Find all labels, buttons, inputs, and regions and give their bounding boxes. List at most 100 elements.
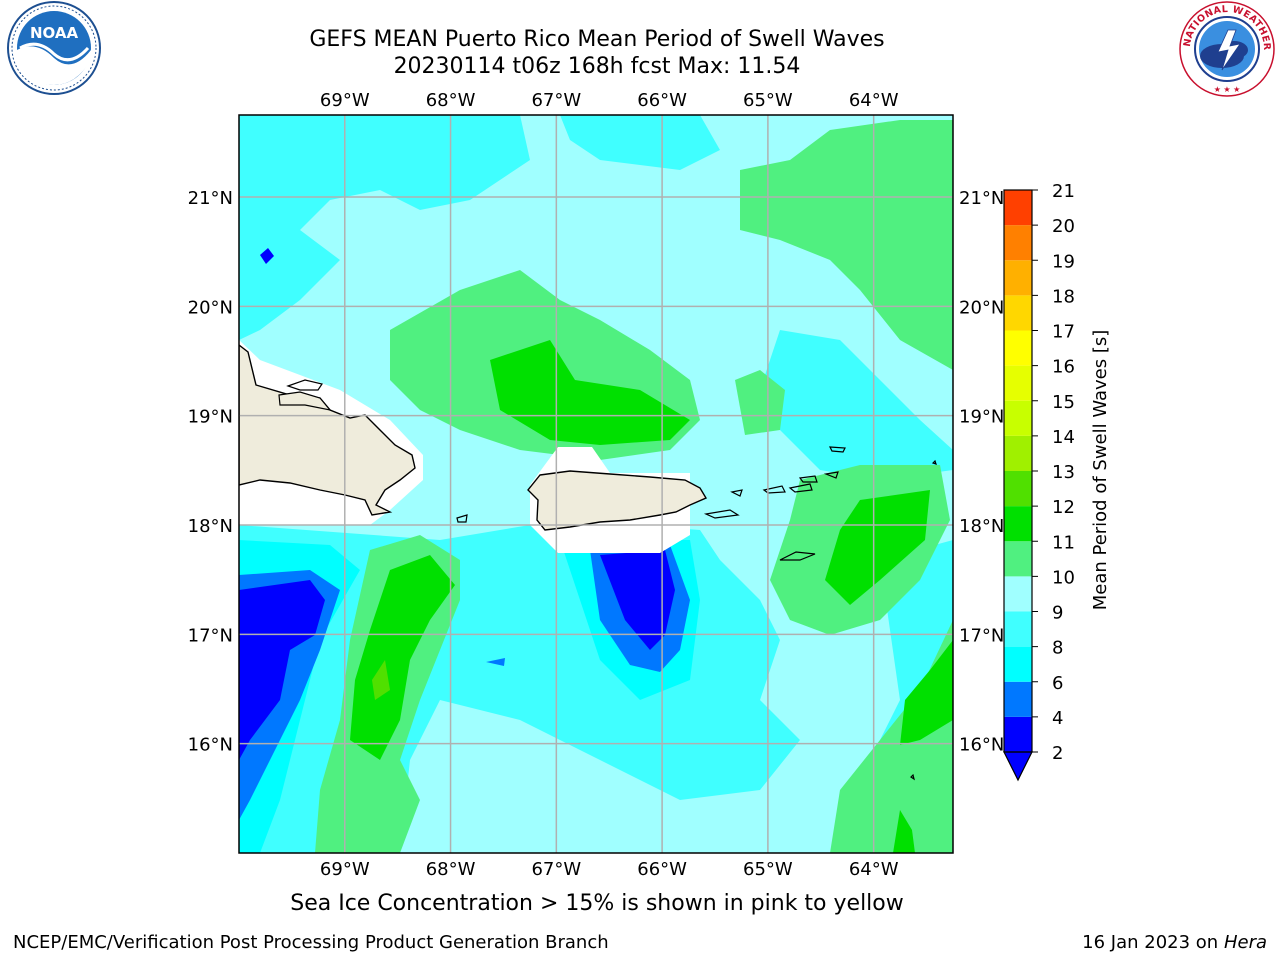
band-6-8-north-2 [560, 115, 720, 170]
land-vieques [703, 509, 740, 519]
band-9-10-ne [740, 120, 953, 370]
svg-text:★ ★ ★: ★ ★ ★ [1214, 85, 1241, 94]
lon-ticks-bottom: 69°W 68°W 67°W 66°W 65°W 64°W [320, 859, 899, 880]
colorbar-tick-label: 8 [1052, 638, 1063, 659]
colorbar-tick-label: 20 [1052, 216, 1075, 237]
lon-tick-label: 69°W [320, 90, 370, 111]
colorbar-tick-label: 2 [1052, 743, 1063, 764]
colorbar-tick-label: 11 [1052, 532, 1075, 553]
footer-host: Hera [1223, 932, 1267, 953]
lat-tick-label: 21°N [188, 188, 233, 209]
band-6-8-east [760, 330, 953, 480]
band-10-11-se [825, 490, 930, 605]
land-anegada [828, 446, 846, 453]
colorbar-tick-label: 4 [1052, 708, 1063, 729]
lat-tick-label: 19°N [188, 407, 233, 428]
colorbar-swatch [1004, 541, 1032, 577]
lat-tick-label: 20°N [188, 297, 233, 318]
noaa-logo: NOAA [7, 1, 101, 95]
forecast-info: 20230114 t06z 168h fcst Max: 11.54 [393, 54, 801, 79]
band-6-8-north [239, 115, 530, 340]
lat-tick-label: 20°N [959, 297, 1004, 318]
lon-tick-label: 65°W [743, 90, 793, 111]
lat-tick-label: 17°N [188, 625, 233, 646]
colorbar-swatch [1004, 681, 1032, 717]
lat-tick-label: 21°N [959, 188, 1004, 209]
colorbar-tick-label: 13 [1052, 462, 1075, 483]
colorbar-swatch [1004, 646, 1032, 682]
footer-date: 16 Jan 2023 on Hera [1082, 932, 1267, 953]
land-hispaniola-coast-detail [278, 391, 332, 411]
map-title: GEFS MEAN Puerto Rico Mean Period of Swe… [309, 27, 885, 52]
lon-tick-label: 68°W [426, 90, 476, 111]
colorbar: 2 4 6 8 9 10 11 12 13 14 15 16 17 18 19 20 21 [1003, 181, 1075, 782]
map-frame [238, 114, 954, 854]
colorbar-tick-label: 17 [1052, 322, 1075, 343]
colorbar-tick-label: 21 [1052, 181, 1075, 202]
lat-tick-label: 19°N [959, 407, 1004, 428]
lon-ticks-top: 69°W 68°W 67°W 66°W 65°W 64°W [320, 90, 899, 111]
lon-tick-label: 69°W [320, 859, 370, 880]
lon-tick-label: 67°W [531, 90, 581, 111]
blip-nw [260, 248, 274, 264]
lat-tick-label: 18°N [188, 516, 233, 537]
colorbar-swatch [1004, 190, 1032, 226]
footer-date-text: 16 Jan 2023 on [1082, 932, 1224, 953]
land-culebra [730, 489, 743, 497]
colorbar-tick-label: 12 [1052, 497, 1075, 518]
colorbar-label: Mean Period of Swell Waves [s] [1090, 330, 1111, 611]
colorbar-swatch [1004, 365, 1032, 401]
lon-tick-label: 64°W [849, 859, 899, 880]
lat-ticks-right: 21°N 20°N 19°N 18°N 17°N 16°N [959, 188, 1004, 756]
colorbar-tick-label: 14 [1052, 427, 1075, 448]
colorbar-tick-label: 15 [1052, 392, 1075, 413]
band-0-2-sw [239, 580, 325, 760]
band-10-11-far-se [900, 640, 953, 745]
band-0-2-south [600, 550, 675, 650]
lat-tick-label: 17°N [959, 625, 1004, 646]
lon-tick-label: 68°W [426, 859, 476, 880]
colorbar-swatch [1004, 435, 1032, 471]
lon-tick-label: 67°W [531, 859, 581, 880]
band-10-11-sw [350, 555, 455, 760]
colorbar-tick-label: 16 [1052, 357, 1075, 378]
land-st-croix [779, 551, 816, 561]
nws-logo: NATIONAL WEATHER SERVICE ★ ★ ★ [1178, 0, 1275, 97]
colorbar-swatch [1004, 330, 1032, 366]
contour-field [239, 115, 953, 853]
lon-tick-label: 65°W [743, 859, 793, 880]
footer-credit: NCEP/EMC/Verification Post Processing Pr… [13, 932, 609, 953]
land-mona-island [456, 514, 468, 523]
lat-tick-label: 16°N [188, 735, 233, 756]
colorbar-extend-min [1003, 751, 1033, 782]
band-10-11-far-se-2 [893, 810, 915, 853]
lon-tick-label: 66°W [637, 859, 687, 880]
sea-ice-note: Sea Ice Concentration > 15% is shown in … [290, 891, 904, 916]
colorbar-tick-label: 19 [1052, 251, 1075, 272]
lon-tick-label: 66°W [637, 90, 687, 111]
colorbar-tick-label: 18 [1052, 286, 1075, 307]
colorbar-swatch [1004, 611, 1032, 647]
colorbar-swatch [1004, 295, 1032, 331]
lat-tick-label: 18°N [959, 516, 1004, 537]
colorbar-swatch [1004, 471, 1032, 507]
land-virgin-islands [762, 471, 839, 494]
band-9-10-east-island [735, 370, 785, 435]
colorbar-swatch [1004, 506, 1032, 542]
lat-tick-label: 16°N [959, 735, 1004, 756]
lon-tick-label: 64°W [849, 90, 899, 111]
colorbar-swatch [1004, 260, 1032, 296]
band-10-11-north [490, 340, 690, 445]
land-gonave-island [286, 379, 323, 391]
band-11-12-sw [372, 660, 390, 700]
colorbar-tick-label: 6 [1052, 673, 1063, 694]
lat-lon-grid [239, 115, 953, 853]
noaa-logo-text: NOAA [30, 24, 79, 42]
colorbar-swatch [1004, 576, 1032, 612]
band-9-10-far-se [830, 620, 953, 853]
colorbar-swatch [1004, 400, 1032, 436]
colorbar-swatch [1004, 225, 1032, 261]
blip-south [486, 658, 505, 666]
lat-ticks-left: 21°N 20°N 19°N 18°N 17°N 16°N [188, 188, 233, 756]
